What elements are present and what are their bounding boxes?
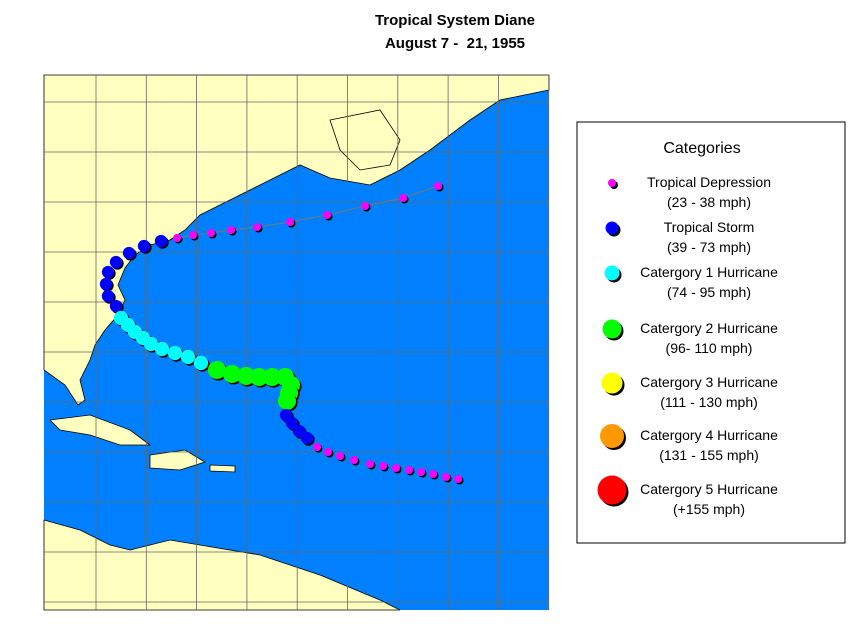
legend-range: (96- 110 mph) xyxy=(666,340,753,356)
track-point xyxy=(286,218,294,226)
legend-range: (74 - 95 mph) xyxy=(667,284,751,300)
track-point xyxy=(101,265,115,279)
subtitle: August 7 - 21, 1955 xyxy=(385,35,525,52)
legend-swatch xyxy=(602,319,622,339)
legend-title: Categories xyxy=(663,140,740,157)
track-point xyxy=(173,234,181,242)
legend-swatch xyxy=(604,265,620,281)
legend-swatch xyxy=(600,424,624,448)
legend-label: Tropical Storm xyxy=(664,219,755,235)
storm-track xyxy=(99,182,464,485)
track-point xyxy=(429,470,437,478)
track-point xyxy=(392,464,400,472)
track-point xyxy=(154,234,168,248)
track-point xyxy=(262,367,282,387)
legend-range: (131 - 155 mph) xyxy=(659,447,759,463)
track-point xyxy=(361,202,369,210)
legend-swatch xyxy=(597,475,627,505)
track-point xyxy=(143,336,159,352)
track-point xyxy=(101,289,115,303)
track-point xyxy=(417,468,425,476)
track-point xyxy=(324,448,332,456)
legend-label: Catergory 4 Hurricane xyxy=(640,427,778,443)
legend-label: Catergory 2 Hurricane xyxy=(640,320,778,336)
track-point xyxy=(399,194,407,202)
track-point xyxy=(137,239,151,253)
track-point xyxy=(300,431,314,445)
track-point xyxy=(189,231,197,239)
legend-label: Tropical Depression xyxy=(647,174,771,190)
legend-swatch xyxy=(605,221,619,235)
track-point xyxy=(277,391,297,411)
track-point xyxy=(313,443,321,451)
map xyxy=(43,74,550,611)
track-point xyxy=(249,367,269,387)
track-point xyxy=(227,226,235,234)
legend-label: Catergory 5 Hurricane xyxy=(640,481,778,497)
legend-swatch xyxy=(601,372,623,394)
track-point xyxy=(207,360,227,380)
track-point xyxy=(193,355,209,371)
legend-range: (23 - 38 mph) xyxy=(667,194,751,210)
track-point xyxy=(154,341,170,357)
track-point xyxy=(109,299,123,313)
legend-range: (+155 mph) xyxy=(673,501,745,517)
track-line xyxy=(176,185,439,239)
track-point xyxy=(253,223,261,231)
track-point xyxy=(285,416,299,430)
legend-label: Catergory 3 Hurricane xyxy=(640,374,778,390)
track-point xyxy=(336,452,344,460)
track-point xyxy=(434,182,442,190)
legend-label: Catergory 1 Hurricane xyxy=(640,264,778,280)
legend-swatch xyxy=(608,179,616,187)
track-point xyxy=(292,424,306,438)
track-point xyxy=(99,277,113,291)
track-point xyxy=(109,255,123,269)
track-point xyxy=(405,466,413,474)
track-point xyxy=(350,456,358,464)
track-point xyxy=(442,473,450,481)
track-point xyxy=(167,345,183,361)
track-point xyxy=(366,460,374,468)
title: Tropical System Diane xyxy=(375,12,535,29)
track-point xyxy=(236,366,256,386)
track-point xyxy=(222,364,242,384)
legend-range: (39 - 73 mph) xyxy=(667,239,751,255)
track-point xyxy=(122,246,136,260)
track-point xyxy=(323,211,331,219)
track-point xyxy=(207,229,215,237)
track-point xyxy=(454,475,462,483)
track-point xyxy=(180,349,196,365)
legend-range: (111 - 130 mph) xyxy=(660,394,758,410)
legend: Categories Tropical Depression (23 - 38 m… xyxy=(576,121,846,544)
track-point xyxy=(379,462,387,470)
